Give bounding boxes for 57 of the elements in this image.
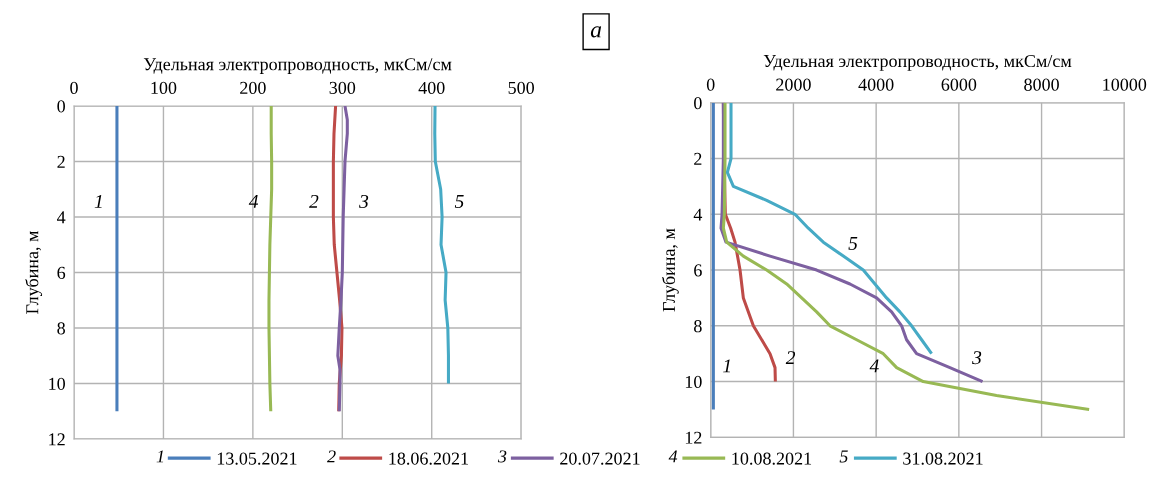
y-tick-label: 6 [694,264,702,277]
y-axis-title: Глубина, м [661,228,679,312]
line-series [433,105,450,386]
x-tick-label: 300 [329,81,356,94]
annotation: 4 [248,194,259,208]
x-tick-label: 200 [240,81,266,94]
annotation: 2 [785,351,796,365]
y-tick-label: 4 [693,208,703,221]
y-tick-label: 8 [694,320,702,333]
annotation: 5 [848,236,858,250]
x-tick-label: 0 [70,81,78,94]
y-tick-label: 4 [57,211,66,224]
annotation: 2 [309,194,319,208]
x-tick-label: 0 [706,78,715,91]
y-tick-label: 6 [57,266,66,279]
annotation: 1 [723,359,731,373]
x-tick-label: 4000 [858,78,894,91]
y-tick-label: 10 [685,375,702,389]
x-axis-title: Удельная электропроводность, мкСм/см [143,58,452,74]
text: 3 [497,450,507,463]
y-tick-label: 0 [694,97,702,110]
y-tick-label: 12 [685,431,702,444]
line-series [115,105,119,413]
text: 1 [156,450,164,463]
annotation: 5 [454,195,464,208]
legend-label: 10.08.2021 [732,452,812,465]
line-series [721,102,1091,411]
text: а [590,26,602,38]
y-tick-label: 2 [694,152,702,165]
y-tick-label: 8 [57,322,65,335]
x-axis-title: Удельная электропроводность, мкСм/см [763,54,1072,71]
legend-label: 20.07.2021 [560,452,640,465]
annotation: 4 [869,359,879,373]
y-tick-label: 12 [49,433,65,446]
text: 4 [668,450,678,463]
y-tick-label: 10 [49,377,65,390]
x-tick-label: 10000 [1103,78,1147,91]
x-tick-label: 8000 [1024,78,1059,91]
y-tick-label: 0 [57,100,65,113]
x-tick-label: 400 [418,81,445,94]
x-tick-label: 2000 [776,78,811,91]
legend-label: 31.08.2021 [903,452,983,465]
x-tick-label: 500 [508,81,535,94]
line-series [336,105,349,413]
x-tick-label: 6000 [941,78,977,91]
x-tick-label: 100 [151,81,177,94]
line-series [711,102,715,411]
annotation: 3 [359,194,369,208]
text: 2 [327,450,336,463]
line-series [267,105,274,413]
legend-label: 13.05.2021 [217,452,297,465]
annotation: 1 [94,194,102,208]
y-axis-title: Глубина, м [25,230,43,314]
y-tick-label: 2 [57,155,65,168]
text: 5 [839,450,848,463]
legend-label: 18.06.2021 [389,452,468,465]
annotation: 3 [972,351,982,365]
